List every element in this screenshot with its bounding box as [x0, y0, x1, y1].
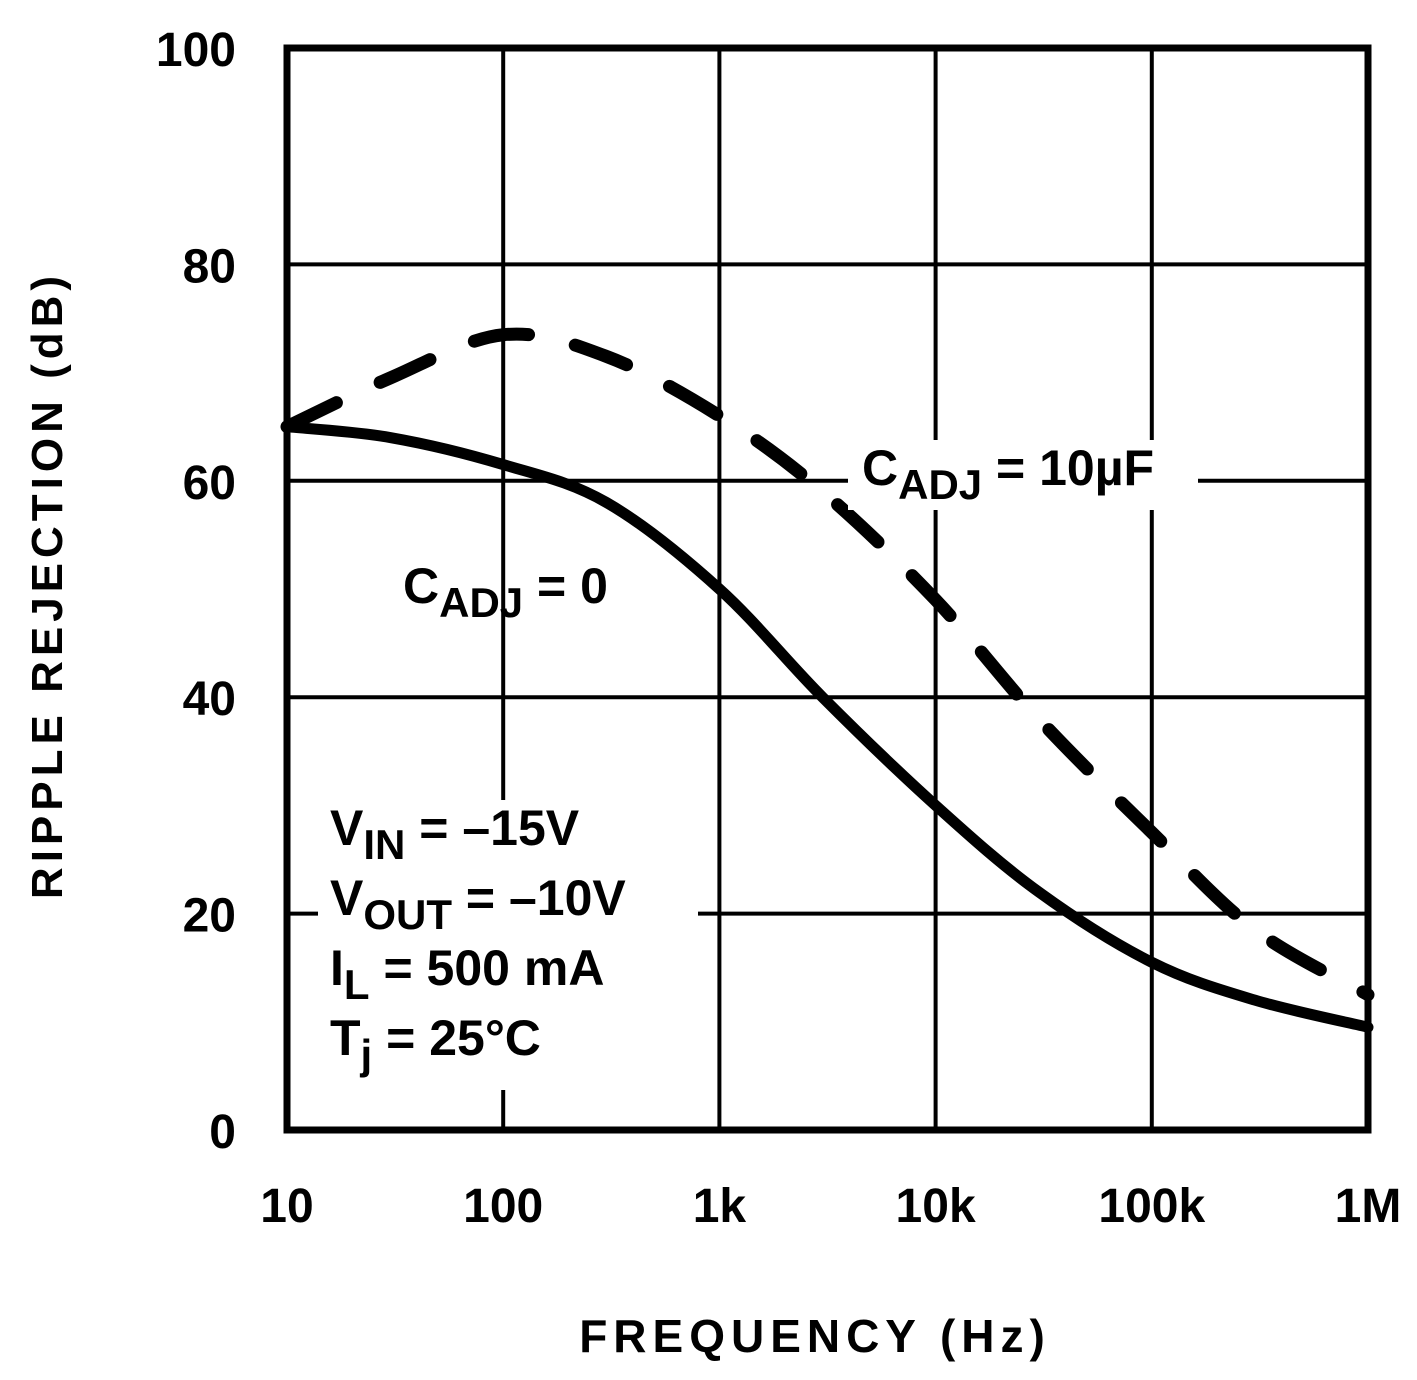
svg-text:CADJ = 10µF: CADJ = 10µF: [862, 440, 1154, 508]
x-axis-label: FREQUENCY (Hz): [579, 1310, 1051, 1362]
condition-rest: = 25°C: [372, 1010, 541, 1066]
label-background: [848, 440, 1198, 510]
condition-sub: L: [344, 961, 370, 1008]
y-tick-label: 80: [183, 240, 236, 293]
x-tick-label: 10k: [896, 1180, 976, 1233]
y-axis-label: RIPPLE REJECTION (dB): [23, 271, 72, 899]
conditions-background: [318, 800, 698, 1090]
y-tick-label: 0: [209, 1106, 236, 1159]
condition-text: VOUT = –10V: [330, 870, 626, 938]
plot-frame: [283, 44, 1372, 1134]
condition-text: Tj = 25°C: [330, 1010, 541, 1078]
condition-sub: OUT: [363, 891, 452, 938]
series-line-cadj-0: [281, 421, 1374, 1033]
condition-rest: = –15V: [405, 800, 579, 856]
series-line-cadj-10uf: [280, 327, 1375, 1002]
label-sub: ADJ: [439, 579, 523, 626]
condition-main: V: [330, 870, 364, 926]
x-tick-label: 10: [260, 1180, 313, 1233]
y-tick-label: 100: [156, 24, 236, 77]
condition-text: VIN = –15V: [330, 800, 580, 868]
condition-main: I: [330, 940, 344, 996]
condition-rest: = –10V: [452, 870, 626, 926]
label-main: C: [862, 440, 898, 496]
series-label-cadj-0: CADJ = 0: [403, 558, 608, 626]
y-tick-label: 20: [183, 890, 236, 943]
condition-main: V: [330, 800, 364, 856]
condition-sub: j: [360, 1031, 373, 1078]
x-tick-label: 1M: [1335, 1180, 1402, 1233]
series-label-cadj-10uf: CADJ = 10µF: [848, 440, 1198, 510]
label-rest: = 10µF: [982, 440, 1154, 496]
x-tick-label: 1k: [693, 1180, 747, 1233]
y-tick-labels: 0 20 40 60 80 100: [156, 24, 236, 1159]
y-tick-label: 60: [183, 457, 236, 510]
y-tick-label: 40: [183, 673, 236, 726]
x-tick-label: 100k: [1098, 1180, 1205, 1233]
condition-rest: = 500 mA: [370, 940, 605, 996]
condition-sub: IN: [363, 821, 405, 868]
label-sub: ADJ: [898, 461, 982, 508]
label-main: C: [403, 558, 439, 614]
x-tick-labels: 10 100 1k 10k 100k 1M: [260, 1180, 1401, 1233]
label-rest: = 0: [523, 558, 608, 614]
curves: [280, 327, 1375, 1033]
x-tick-label: 100: [463, 1180, 543, 1233]
condition-main: T: [330, 1010, 361, 1066]
svg-text:CADJ = 0: CADJ = 0: [403, 558, 608, 626]
condition-text: IL = 500 mA: [330, 940, 604, 1008]
